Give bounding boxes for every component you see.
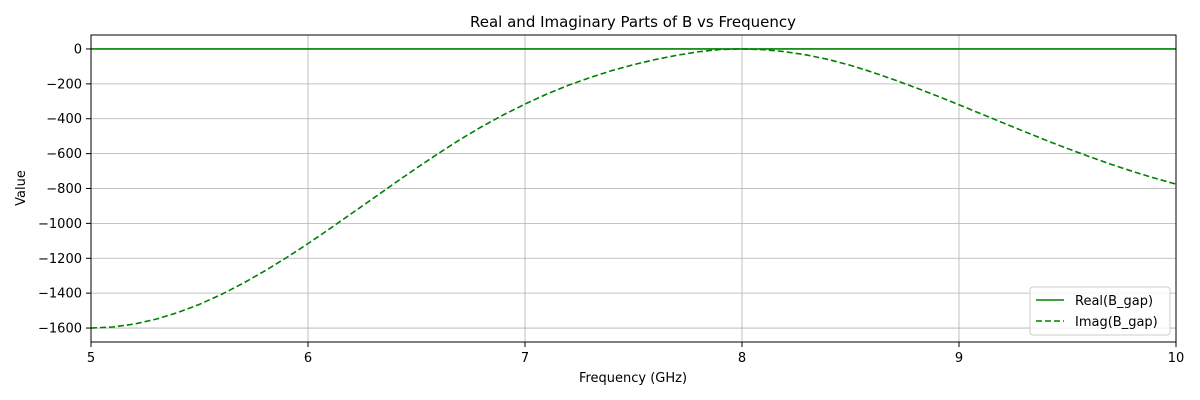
x-tick-label: 10 xyxy=(1168,351,1185,366)
y-tick-label: −1200 xyxy=(38,252,82,267)
y-tick-label: −1000 xyxy=(38,217,82,232)
x-tick-label: 7 xyxy=(521,351,529,366)
y-tick-label: −1400 xyxy=(38,287,82,302)
y-tick-label: 0 xyxy=(74,42,82,57)
y-tick-label: −400 xyxy=(46,112,82,127)
y-tick-label: −200 xyxy=(46,77,82,92)
x-tick-label: 9 xyxy=(955,351,963,366)
y-tick-label: −600 xyxy=(46,147,82,162)
chart-title: Real and Imaginary Parts of B vs Frequen… xyxy=(470,13,796,31)
x-axis-ticks: 5 6 7 8 9 10 xyxy=(87,342,1184,366)
legend: Real(B_gap) Imag(B_gap) xyxy=(1029,286,1171,336)
y-tick-label: −1600 xyxy=(38,322,82,337)
x-tick-label: 8 xyxy=(738,351,746,366)
y-axis-label: Value xyxy=(14,170,29,206)
x-tick-label: 5 xyxy=(87,351,95,366)
series-line-imag xyxy=(90,48,1177,329)
legend-label-real: Real(B_gap) xyxy=(1075,294,1153,309)
legend-label-imag: Imag(B_gap) xyxy=(1075,315,1158,330)
plot-area-series xyxy=(90,48,1177,329)
x-axis-label: Frequency (GHz) xyxy=(579,371,687,386)
y-axis-ticks: 0 −200 −400 −600 −800 −1000 −1200 −1400 −1600 xyxy=(38,42,91,337)
legend-box xyxy=(1029,286,1171,336)
x-tick-label: 6 xyxy=(304,351,312,366)
y-tick-label: −800 xyxy=(46,182,82,197)
